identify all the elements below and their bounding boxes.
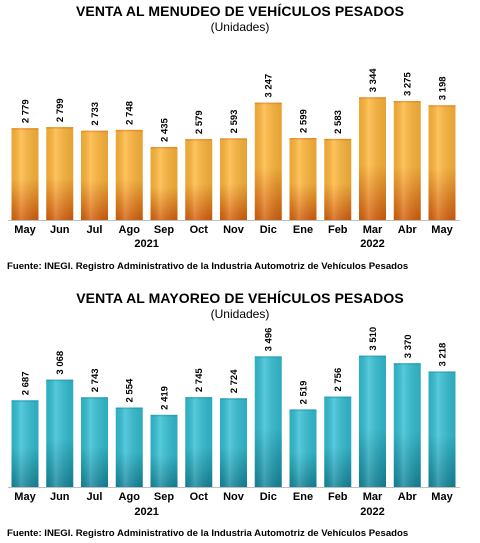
bar-value-label: 2 579 — [194, 110, 205, 134]
x-tick-label: May — [14, 491, 36, 503]
x-tick-label: Sep — [154, 491, 174, 503]
x-tick-label: May — [431, 224, 453, 236]
x-tick-label: Ago — [119, 224, 141, 236]
bar-value-label: 2 435 — [160, 117, 171, 141]
x-tick-label: Dic — [260, 491, 277, 503]
bar — [185, 139, 213, 220]
bar-value-label: 3 370 — [403, 334, 414, 358]
x-tick-label: Feb — [328, 491, 348, 503]
bar — [324, 138, 352, 220]
bar — [254, 102, 282, 220]
chart-title: VENTA AL MAYOREO DE VEHÍCULOS PESADOS — [76, 290, 404, 306]
bar-value-label: 2 743 — [90, 368, 101, 392]
x-tick-label: Feb — [328, 224, 348, 236]
bar-value-label: 2 554 — [125, 378, 136, 402]
bar — [46, 379, 74, 487]
bar — [150, 146, 178, 220]
x-tick-label: Ago — [119, 491, 141, 503]
bar — [428, 371, 456, 487]
x-tick-label: Abr — [398, 224, 418, 236]
bar — [11, 128, 39, 220]
bar — [11, 400, 39, 487]
x-tick-label: Jun — [50, 491, 70, 503]
chart-subtitle: (Unidades) — [210, 307, 270, 321]
x-tick-label: Abr — [398, 491, 418, 503]
chart-source: Fuente: INEGI. Registro Administrativo d… — [7, 261, 409, 272]
bar-value-label: 3 510 — [368, 327, 379, 351]
x-tick-label: Nov — [223, 224, 245, 236]
chart-source: Fuente: INEGI. Registro Administrativo d… — [7, 528, 409, 539]
bar-value-label: 3 198 — [438, 76, 449, 100]
bar — [359, 97, 386, 220]
bar — [220, 398, 247, 487]
bar-value-label: 2 733 — [90, 102, 101, 126]
bar-value-label: 3 496 — [264, 328, 275, 352]
x-tick-label: Mar — [363, 491, 383, 503]
year-label: 2022 — [360, 238, 384, 250]
bar — [393, 101, 421, 220]
bar — [115, 129, 143, 220]
bar-value-label: 2 756 — [333, 368, 344, 392]
bar — [393, 363, 421, 487]
x-tick-label: Ene — [293, 491, 313, 503]
bar — [289, 138, 317, 220]
year-label: 2022 — [360, 506, 384, 518]
bar-value-label: 2 419 — [160, 386, 171, 410]
bar-value-label: 2 687 — [21, 372, 32, 396]
bar-value-label: 2 745 — [194, 368, 205, 392]
bar — [46, 127, 74, 220]
x-tick-label: Jul — [87, 224, 103, 236]
x-tick-label: May — [431, 491, 453, 503]
year-label: 2021 — [134, 506, 158, 518]
bar-value-label: 2 599 — [299, 109, 310, 133]
bar-value-label: 3 068 — [55, 351, 66, 375]
x-tick-label: Oct — [190, 224, 209, 236]
bar — [115, 407, 143, 487]
bar — [428, 105, 456, 220]
x-tick-label: May — [14, 224, 36, 236]
bar-value-label: 2 779 — [21, 99, 32, 123]
retail-sales-plot: 2 779 May 2 799 Jun 2 733 Jul 2 748 Ago 2 435 Sep… — [8, 68, 460, 250]
bar — [289, 409, 317, 487]
bar-value-label: 3 247 — [264, 74, 275, 98]
wholesale-sales-chart: 2 687 May 3 068 Jun 2 743 Jul 2 554 Ago 2 419 Sep… — [0, 285, 480, 543]
bar — [185, 397, 213, 487]
bar — [150, 414, 178, 487]
year-label: 2021 — [134, 238, 158, 250]
bar — [254, 356, 282, 487]
wholesale-sales-plot: 2 687 May 3 068 Jun 2 743 Jul 2 554 Ago 2 419 Sep… — [8, 327, 460, 518]
bar — [324, 396, 352, 487]
x-tick-label: Mar — [363, 224, 383, 236]
bar-value-label: 3 344 — [368, 68, 379, 92]
x-tick-label: Nov — [223, 491, 245, 503]
bar-value-label: 3 218 — [438, 343, 449, 367]
x-tick-label: Ene — [293, 224, 313, 236]
x-tick-label: Oct — [190, 491, 209, 503]
bar-value-label: 2 519 — [299, 381, 310, 405]
retail-sales-chart: 2 779 May 2 799 Jun 2 733 Jul 2 748 Ago 2 435 Sep… — [7, 3, 460, 272]
bar — [81, 397, 108, 487]
chart-subtitle: (Unidades) — [210, 20, 270, 34]
bar-value-label: 2 593 — [229, 110, 240, 134]
bar-value-label: 2 799 — [55, 98, 66, 122]
x-tick-label: Dic — [260, 224, 277, 236]
x-tick-label: Jul — [87, 491, 103, 503]
chart-title: VENTA AL MENUDEO DE VEHÍCULOS PESADOS — [75, 3, 405, 19]
bar — [81, 130, 108, 220]
bar-value-label: 2 724 — [229, 369, 240, 393]
bar — [359, 355, 386, 487]
bar-value-label: 2 583 — [333, 110, 344, 134]
x-tick-label: Sep — [154, 224, 174, 236]
bar-value-label: 2 748 — [125, 101, 136, 125]
bar — [220, 138, 247, 220]
bar-value-label: 3 275 — [403, 72, 414, 96]
x-tick-label: Jun — [50, 224, 70, 236]
